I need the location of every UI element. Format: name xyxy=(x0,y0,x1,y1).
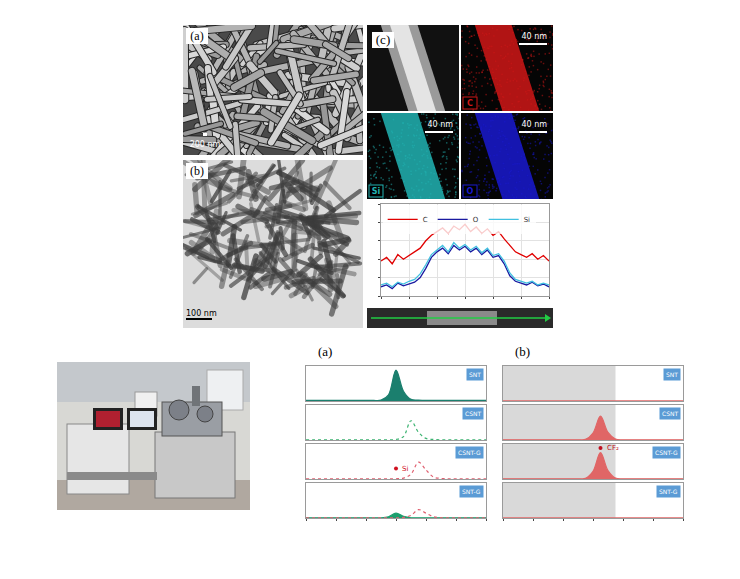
html-text:(a): (a) xyxy=(318,344,333,359)
svg-text:CSNT-G: CSNT-G xyxy=(655,449,678,456)
svg-text:O: O xyxy=(467,187,474,196)
html-text:(c): (c) xyxy=(375,32,391,47)
svg-text:Si: Si xyxy=(524,216,530,224)
svg-text:CF₂: CF₂ xyxy=(607,444,619,452)
svg-text:200 nm: 200 nm xyxy=(190,140,221,149)
html-text:(b): (b) xyxy=(515,344,531,359)
svg-text:C: C xyxy=(423,216,428,224)
svg-text:C: C xyxy=(467,99,473,108)
svg-text:40 nm: 40 nm xyxy=(521,32,547,41)
svg-text:SNT: SNT xyxy=(469,371,481,378)
svg-text:Si: Si xyxy=(372,187,381,196)
svg-text:CSNT: CSNT xyxy=(662,410,678,417)
svg-text:CSNT-G: CSNT-G xyxy=(458,449,481,456)
svg-text:(b): (b) xyxy=(190,164,204,178)
svg-text:40 nm: 40 nm xyxy=(521,120,547,129)
svg-text:CSNT: CSNT xyxy=(465,410,481,417)
svg-text:SNT: SNT xyxy=(666,371,678,378)
svg-text:40 nm: 40 nm xyxy=(427,120,453,129)
svg-text:SNT-G: SNT-G xyxy=(462,488,481,495)
svg-text:100 nm: 100 nm xyxy=(186,309,217,318)
svg-text:O: O xyxy=(473,216,479,224)
svg-text:(a): (a) xyxy=(190,29,203,43)
svg-text:Si: Si xyxy=(402,465,408,473)
svg-text:SNT-G: SNT-G xyxy=(659,488,678,495)
